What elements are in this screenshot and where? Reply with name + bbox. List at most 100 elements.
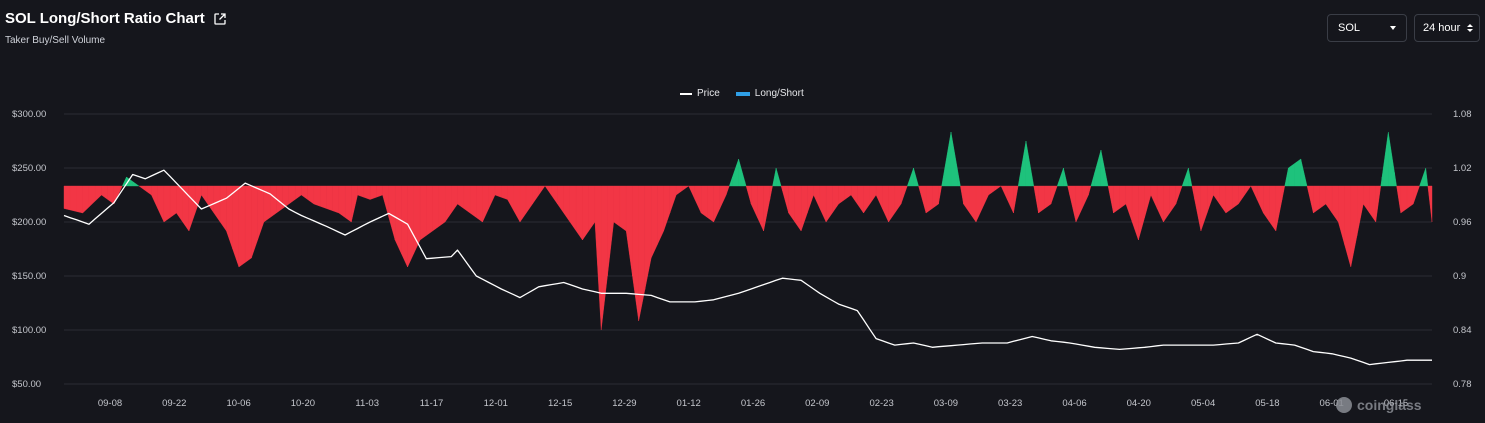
x-tick-label: 12-01 <box>484 398 508 409</box>
coinglass-watermark: coinglass <box>1336 397 1422 413</box>
short-area-slice <box>582 185 589 241</box>
short-area-slice <box>700 185 708 218</box>
long-area-slice <box>1056 167 1064 187</box>
title-row: SOL Long/Short Ratio Chart <box>5 10 227 27</box>
short-area-slice <box>1231 185 1239 209</box>
short-area-slice <box>476 185 483 223</box>
short-area-slice <box>925 185 933 214</box>
legend-ratio-label: Long/Short <box>754 88 804 99</box>
short-area-slice <box>332 185 340 214</box>
interval-select[interactable]: 24 hour <box>1414 14 1480 42</box>
long-area-slice <box>738 158 746 187</box>
short-area-slice <box>1156 185 1164 223</box>
long-area-slice <box>1032 176 1035 187</box>
short-area-slice <box>338 185 346 218</box>
long-area-slice <box>950 131 958 187</box>
legend: Price Long/Short <box>680 88 804 99</box>
watermark-text: coinglass <box>1357 397 1422 413</box>
short-area-slice <box>932 185 939 209</box>
short-area-slice <box>451 185 458 214</box>
coin-select[interactable]: SOL <box>1327 14 1407 42</box>
short-area-slice <box>413 185 421 254</box>
short-area-slice <box>388 185 396 241</box>
short-area-slice <box>1206 185 1214 214</box>
legend-item-price[interactable]: Price <box>680 88 720 99</box>
short-area-slice <box>694 185 702 214</box>
short-area-slice <box>1013 185 1019 214</box>
short-area-slice <box>151 185 158 209</box>
short-area-slice <box>1325 185 1333 214</box>
short-area-slice <box>82 185 90 214</box>
short-area-slice <box>601 185 608 331</box>
long-area-slice <box>732 158 739 187</box>
short-area-slice <box>95 185 102 202</box>
short-area-slice <box>563 185 571 223</box>
short-area-slice <box>963 185 970 214</box>
short-area-slice <box>844 185 852 200</box>
long-area-slice <box>1419 167 1426 187</box>
short-area-slice <box>382 185 390 218</box>
x-tick-label: 04-20 <box>1127 398 1151 409</box>
short-area-slice <box>63 185 71 211</box>
short-area-slice <box>319 185 327 209</box>
legend-item-long-short[interactable]: Long/Short <box>735 88 804 99</box>
short-area-slice <box>1131 185 1139 241</box>
y-right-tick-label: 1.08 <box>1453 109 1472 120</box>
y-left-tick-label: $100.00 <box>12 325 46 336</box>
coinglass-logo-icon <box>1336 397 1352 413</box>
short-area-slice <box>1338 185 1345 245</box>
short-area-slice <box>1369 185 1376 223</box>
short-area-slice <box>1088 185 1092 196</box>
x-tick-label: 11-17 <box>420 398 444 409</box>
short-area-slice <box>351 185 358 223</box>
short-area-slice <box>463 185 471 214</box>
short-area-slice <box>488 185 496 209</box>
short-area-slice <box>594 185 602 331</box>
short-area-slice <box>1263 185 1270 223</box>
short-area-slice <box>1406 185 1414 209</box>
short-area-slice <box>551 185 558 205</box>
short-area-slice <box>107 185 115 205</box>
short-area-slice <box>1000 185 1008 200</box>
short-area-slice <box>120 185 123 191</box>
y-left-tick-label: $200.00 <box>12 217 46 228</box>
short-area-slice <box>576 185 583 241</box>
short-area-slice <box>213 185 221 223</box>
price-line <box>63 169 1432 366</box>
external-link-icon[interactable] <box>213 12 227 26</box>
short-area-slice <box>863 185 871 214</box>
chart-title: SOL Long/Short Ratio Chart <box>5 10 205 27</box>
short-area-slice <box>769 185 773 200</box>
short-area-slice <box>257 185 265 241</box>
short-area-slice <box>207 185 215 214</box>
long-area-slice <box>1388 131 1395 187</box>
short-area-slice <box>238 185 246 268</box>
long-area-slice <box>1394 172 1397 187</box>
short-area-slice <box>1033 185 1039 214</box>
short-area-slice <box>1144 185 1152 218</box>
short-area-slice <box>519 185 527 223</box>
price-swatch <box>680 92 692 95</box>
short-area-slice <box>1225 185 1233 214</box>
x-tick-label: 12-29 <box>612 398 636 409</box>
chart-subtitle: Taker Buy/Sell Volume <box>5 35 106 46</box>
short-area-slice <box>1427 185 1433 223</box>
short-area-slice <box>982 185 989 209</box>
short-area-slice <box>1194 185 1202 232</box>
short-area-slice <box>426 185 433 236</box>
short-area-slice <box>163 185 171 223</box>
short-area-slice <box>807 185 814 214</box>
short-area-slice <box>344 185 352 223</box>
y-right-tick-label: 0.96 <box>1453 217 1472 228</box>
short-area-slice <box>1306 185 1314 214</box>
y-left-tick-label: $50.00 <box>12 379 41 390</box>
y-right-tick-label: 1.02 <box>1453 163 1472 174</box>
short-area-slice <box>988 185 995 196</box>
short-area-slice <box>745 185 752 205</box>
short-area-slice <box>794 185 802 232</box>
short-area-slice <box>813 185 821 209</box>
short-area-slice <box>782 185 789 214</box>
short-area-slice <box>938 185 942 205</box>
chevron-down-icon <box>1390 26 1396 30</box>
